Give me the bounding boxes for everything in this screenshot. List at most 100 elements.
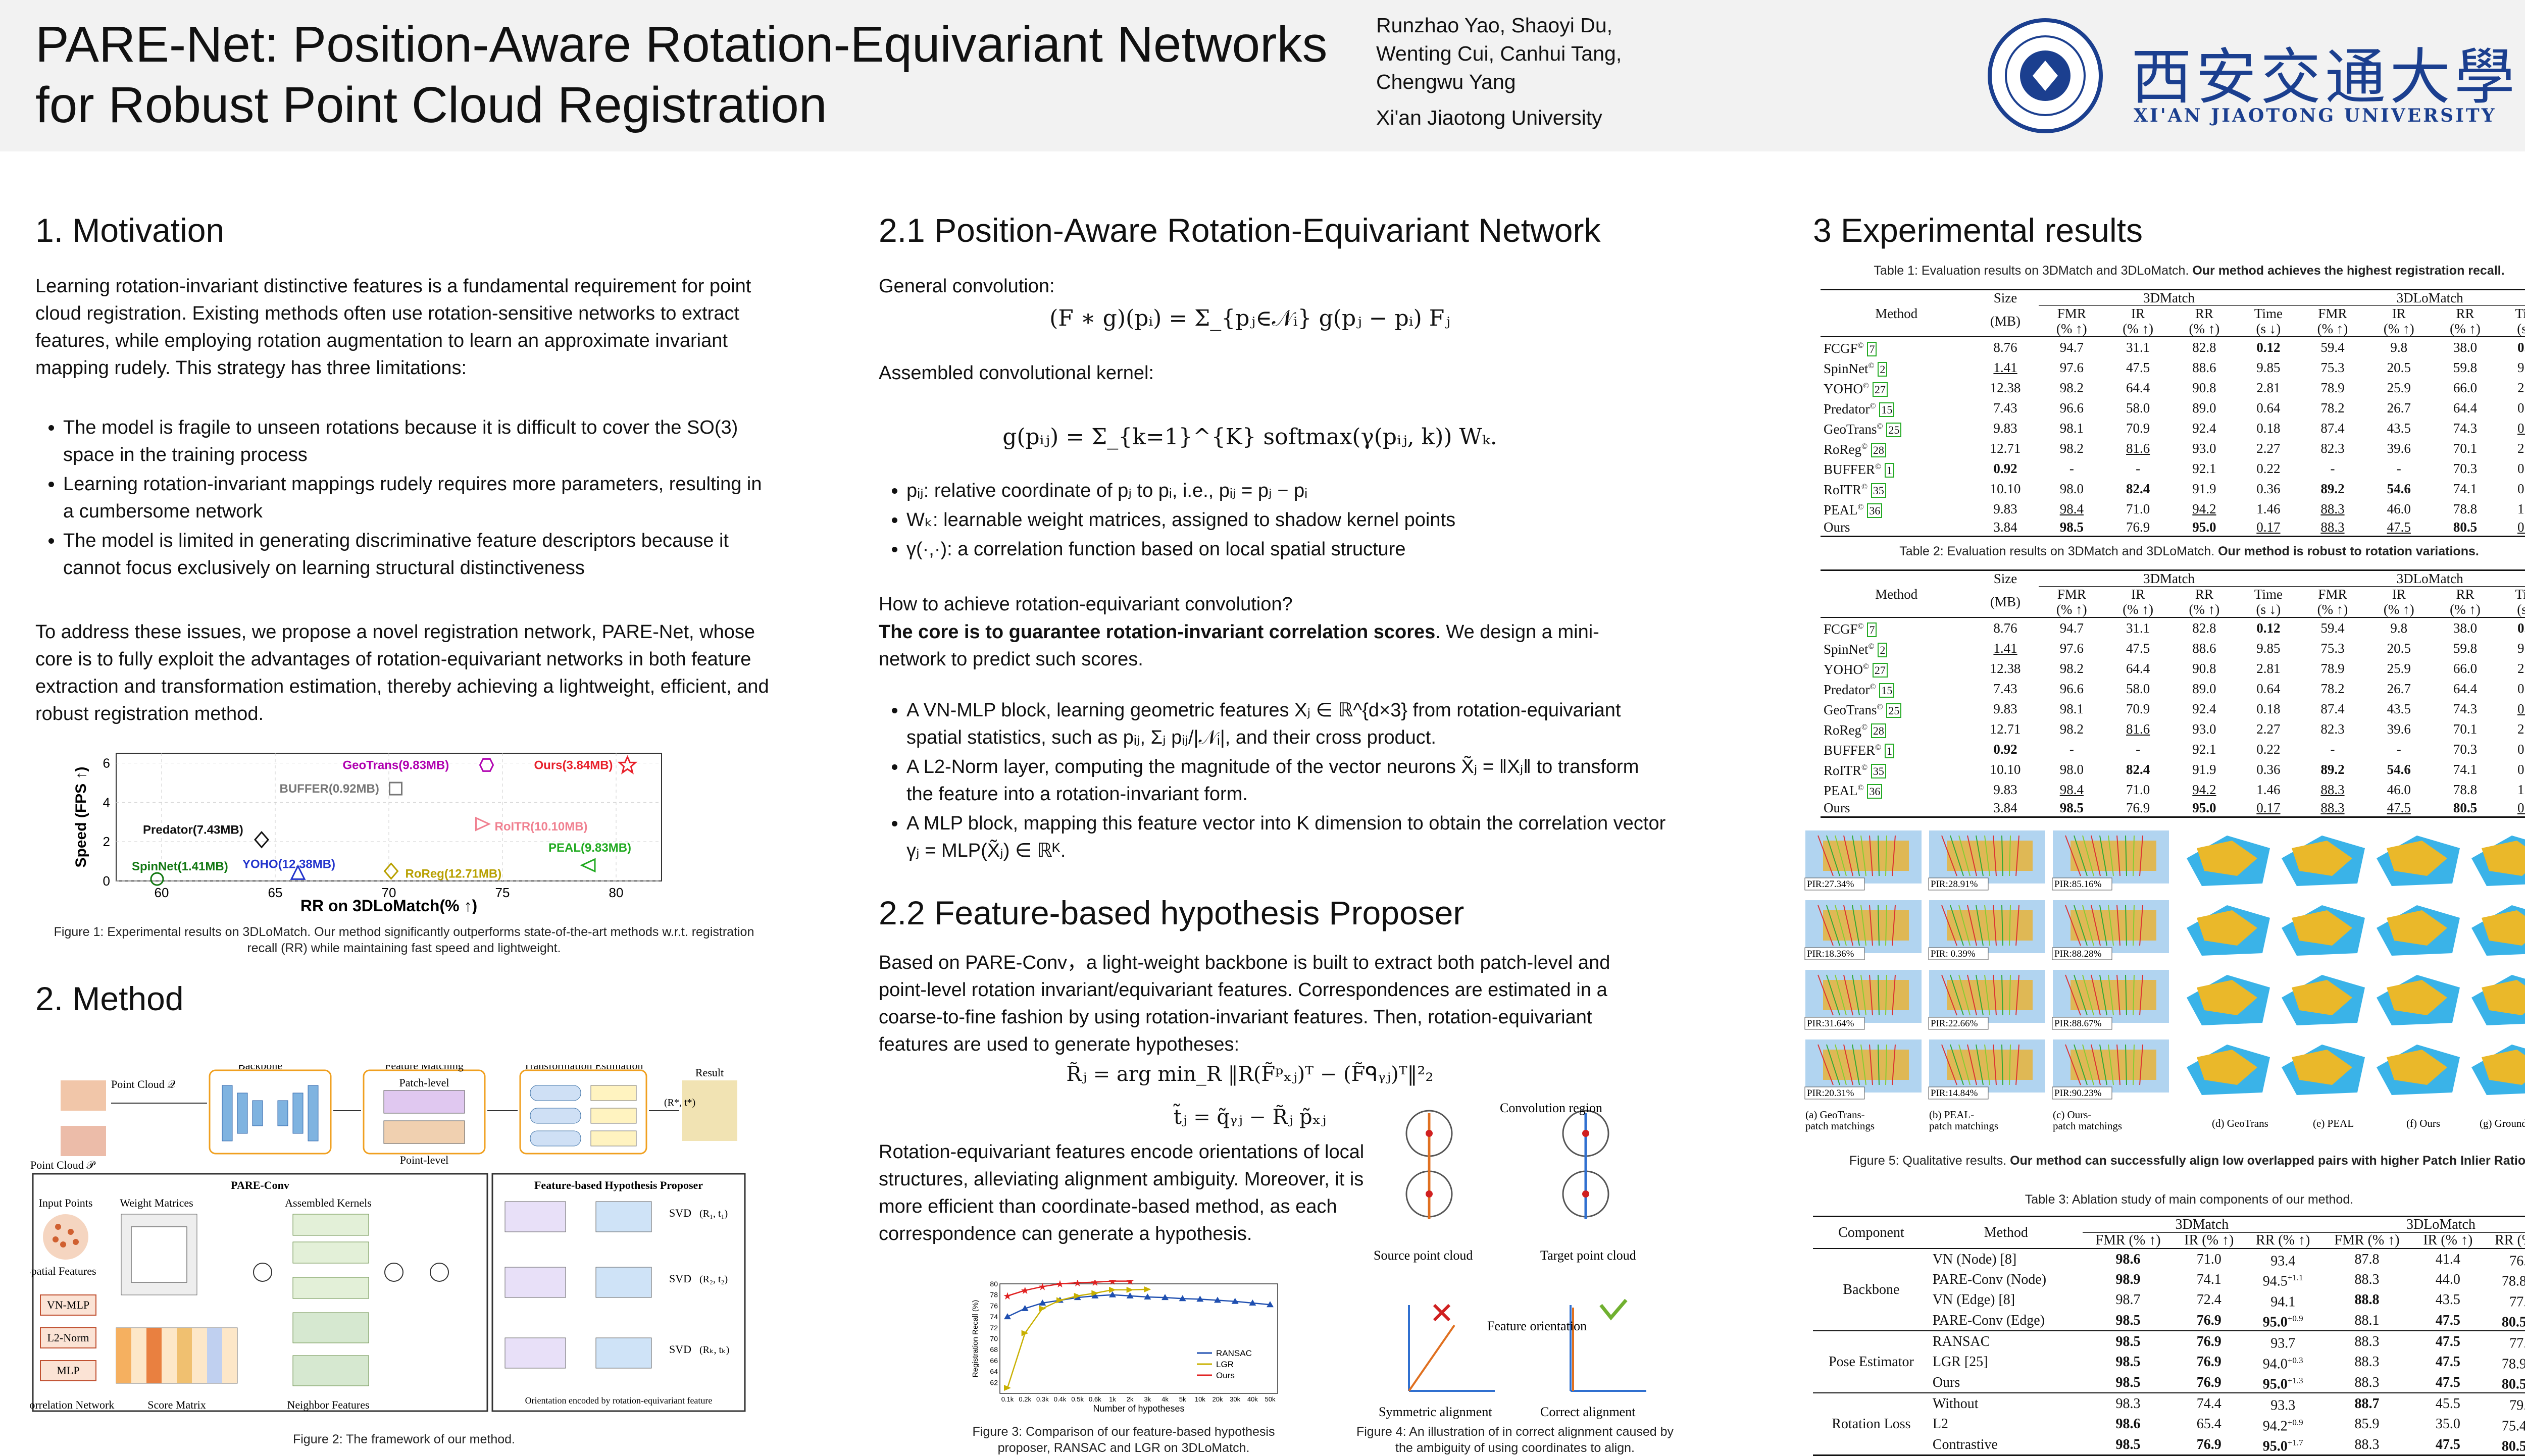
motivation-heading: 1. Motivation bbox=[35, 212, 225, 249]
col-size: Size bbox=[1972, 569, 2039, 587]
diagram-label: Score Matrix bbox=[147, 1398, 206, 1411]
col-component: Component bbox=[1813, 1216, 1930, 1249]
diagram-label: Feature Matching bbox=[385, 1065, 464, 1072]
pir-label: PIR:31.64% bbox=[1807, 1018, 1854, 1029]
col-ir: IR (% ↑) bbox=[2123, 587, 2153, 617]
table-row: SpinNet© 2 1.41 97.6 47.5 88.6 9.85 75.3 20.5 59… bbox=[1824, 640, 2525, 657]
question-text: How to achieve rotation-equivariant conv… bbox=[879, 594, 1293, 615]
series-point: ★ bbox=[1090, 1280, 1099, 1288]
equation-general-conv: (F ∗ g)(pᵢ) = Σ_{pⱼ∈𝒩ᵢ} g(pⱼ − pᵢ) Fⱼ bbox=[1049, 305, 1450, 331]
logo-chinese-text: 西安交通大學 bbox=[2131, 42, 2519, 113]
figure5-qualitative: PIR:27.34% PIR:28.91% PIR:85.16% PIR:18.36%… bbox=[1803, 828, 2525, 1151]
figure3-line-chart: 62 64 66 68 70 72 74 76 78 80 0.1k 0.2k 0.3k 0.4k 0.5k… bbox=[970, 1276, 1283, 1419]
col-time: Time(s ↓) bbox=[2254, 306, 2283, 336]
table-row: YOHO© 27 12.38 98.2 64.4 90.8 2.81 78.9 25.9 66.… bbox=[1824, 380, 2525, 397]
registration-result-cell bbox=[2187, 836, 2270, 886]
author-list: Runzhao Yao, Shaoyi Du, Wenting Cui, Can… bbox=[1376, 11, 1622, 96]
series-point bbox=[1004, 1313, 1011, 1320]
diagram-label: Transformation Estimation bbox=[524, 1065, 643, 1072]
fig4-label: Feature orientation bbox=[1487, 1319, 1587, 1333]
col-fmr: FMR (% ↑) bbox=[2317, 306, 2348, 336]
series-line bbox=[1007, 1294, 1271, 1318]
patch-matching-cell: PIR:18.36% bbox=[1804, 900, 1922, 960]
registration-result-cell bbox=[2377, 1045, 2460, 1095]
diagram-label: MLP bbox=[57, 1364, 79, 1377]
series-point: ★ bbox=[1055, 1280, 1065, 1290]
x-tick-label: 0.3k bbox=[1036, 1395, 1049, 1403]
point-label: Predator(7.43MB) bbox=[143, 823, 243, 837]
col-size-unit: (MB) bbox=[1990, 313, 2021, 329]
col-rr: RR (% ↑) bbox=[2189, 306, 2220, 336]
group-3dlomatch: 3DLoMatch bbox=[2299, 289, 2525, 306]
table-row: PARE-Conv (Edge) 98.5 76.9 95.0+0.9 88.1 47.5… bbox=[1932, 1312, 2525, 1330]
fig4-label: Target point cloud bbox=[1540, 1248, 1636, 1263]
table-row: SpinNet© 2 1.41 97.6 47.5 88.6 9.85 75.3 20.5 59… bbox=[1824, 359, 2525, 377]
series-point bbox=[1196, 1295, 1204, 1302]
y-tick-label: 68 bbox=[990, 1345, 998, 1354]
diagram-label: Spatial Features bbox=[30, 1265, 96, 1277]
limitation-item: Learning rotation-invariant mappings rud… bbox=[63, 471, 773, 525]
registration-result-cell bbox=[2282, 1045, 2365, 1095]
y-tick-label: 78 bbox=[990, 1291, 998, 1299]
pir-label: PIR:18.36% bbox=[1807, 949, 1854, 959]
limitations-list: The model is fragile to unseen rotations… bbox=[35, 414, 773, 584]
table-row: Backbone VN (Node) [8] 98.6 71.0 93.4 87.8 41.… bbox=[1813, 1247, 2525, 1331]
y-tick-label: 72 bbox=[990, 1324, 998, 1332]
limitation-item: The model is limited in generating discr… bbox=[63, 527, 773, 582]
series-point bbox=[1144, 1286, 1151, 1292]
definition-item: Wₖ: learnable weight matrices, assigned … bbox=[906, 506, 1664, 534]
patch-matching-cell: PIR:20.31% bbox=[1804, 1039, 1922, 1100]
x-tick-label: 30k bbox=[1230, 1395, 1240, 1403]
series-point: ★ bbox=[1021, 1285, 1030, 1296]
patch-matching-cell: PIR:27.34% bbox=[1804, 830, 1922, 891]
subfigure-label: (g) Ground-truth bbox=[2480, 1117, 2525, 1129]
patch-matching-cell: PIR:31.64% bbox=[1804, 970, 1922, 1030]
subfigure-label: patch matchings bbox=[1929, 1120, 1998, 1132]
subfigure-label: (d) GeoTrans bbox=[2212, 1117, 2268, 1129]
table1-caption: Table 1: Evaluation results on 3DMatch a… bbox=[1818, 263, 2525, 279]
table-row: GeoTrans© 25 9.83 98.1 70.9 92.4 0.18 87.4 43.5… bbox=[1824, 701, 2525, 718]
point-label: PEAL(9.83MB) bbox=[548, 841, 631, 855]
series-point bbox=[1267, 1301, 1274, 1308]
col-time: Time(s ↓) bbox=[2254, 587, 2283, 617]
table2-caption-bold: Our method is robust to rotation variati… bbox=[2218, 544, 2479, 558]
patch-matching-cell: PIR:28.91% bbox=[1928, 830, 2045, 891]
x-axis-label: RR on 3DLoMatch(% ↑) bbox=[300, 897, 477, 914]
subfigure-label: patch matchings bbox=[2053, 1120, 2122, 1132]
diagram-label: Assembled Kernels bbox=[285, 1197, 372, 1209]
y-tick-label: 70 bbox=[990, 1335, 998, 1343]
patch-matching-cell: PIR:90.23% bbox=[2052, 1039, 2169, 1100]
col-ir: IR (% ↑) bbox=[2123, 306, 2153, 336]
series-point: ★ bbox=[1073, 1280, 1082, 1289]
col-method: Method bbox=[1929, 1216, 2083, 1249]
col-time: Time(s ↓) bbox=[2515, 306, 2525, 336]
series-point bbox=[1091, 1292, 1099, 1298]
table-row: PARE-Conv (Node) 98.9 74.1 94.5+1.1 88.3 44.0… bbox=[1932, 1271, 2525, 1289]
series-point bbox=[1021, 1330, 1029, 1336]
poster-title: PARE-Net: Position-Aware Rotation-Equiva… bbox=[35, 16, 1328, 133]
registration-result-cell bbox=[2377, 905, 2460, 956]
series-point bbox=[1091, 1290, 1099, 1296]
x-tick-label: 50k bbox=[1265, 1395, 1276, 1403]
university-logo: 西安交通大學 XI'AN JIAOTONG UNIVERSITY bbox=[1985, 15, 2520, 136]
table-row: RoReg© 28 12.71 98.2 81.6 93.0 2.27 82.3 39.6 70… bbox=[1824, 440, 2525, 457]
table-row: YOHO© 27 12.38 98.2 64.4 90.8 2.81 78.9 25.9 66.… bbox=[1824, 660, 2525, 678]
assembled-kernel-label: Assembled convolutional kernel: bbox=[879, 362, 1154, 384]
table-row: VN (Edge) [8]98.772.494.188.843.577.8 bbox=[1932, 1292, 2525, 1310]
x-tick-label: 40k bbox=[1247, 1395, 1258, 1403]
patch-matching-cell: PIR:22.66% bbox=[1928, 970, 2045, 1030]
table-row: LGR [25]98.576.994.0+0.388.347.578.9+1.4 bbox=[1932, 1354, 2525, 1372]
group-3dlomatch: 3DLoMatch bbox=[2299, 569, 2525, 587]
registration-result-cell bbox=[2187, 1045, 2270, 1095]
patch-matching-cell: PIR: 0.39% bbox=[1928, 900, 2045, 960]
section3-heading: 3 Experimental results bbox=[1813, 212, 2143, 249]
col-rr: RR (% ↑) bbox=[2483, 1232, 2525, 1249]
definition-list: pᵢⱼ: relative coordinate of pⱼ to pᵢ, i.… bbox=[879, 477, 1664, 565]
col-method: Method bbox=[1821, 289, 1973, 337]
col-fmr: FMR (% ↑) bbox=[2056, 306, 2087, 336]
x-tick-label: 1k bbox=[1109, 1395, 1116, 1403]
diagram-label: Input Points bbox=[39, 1197, 93, 1209]
point-label: GeoTrans(9.83MB) bbox=[343, 758, 449, 772]
table1-caption-bold: Our method achieves the highest registra… bbox=[2192, 264, 2505, 278]
